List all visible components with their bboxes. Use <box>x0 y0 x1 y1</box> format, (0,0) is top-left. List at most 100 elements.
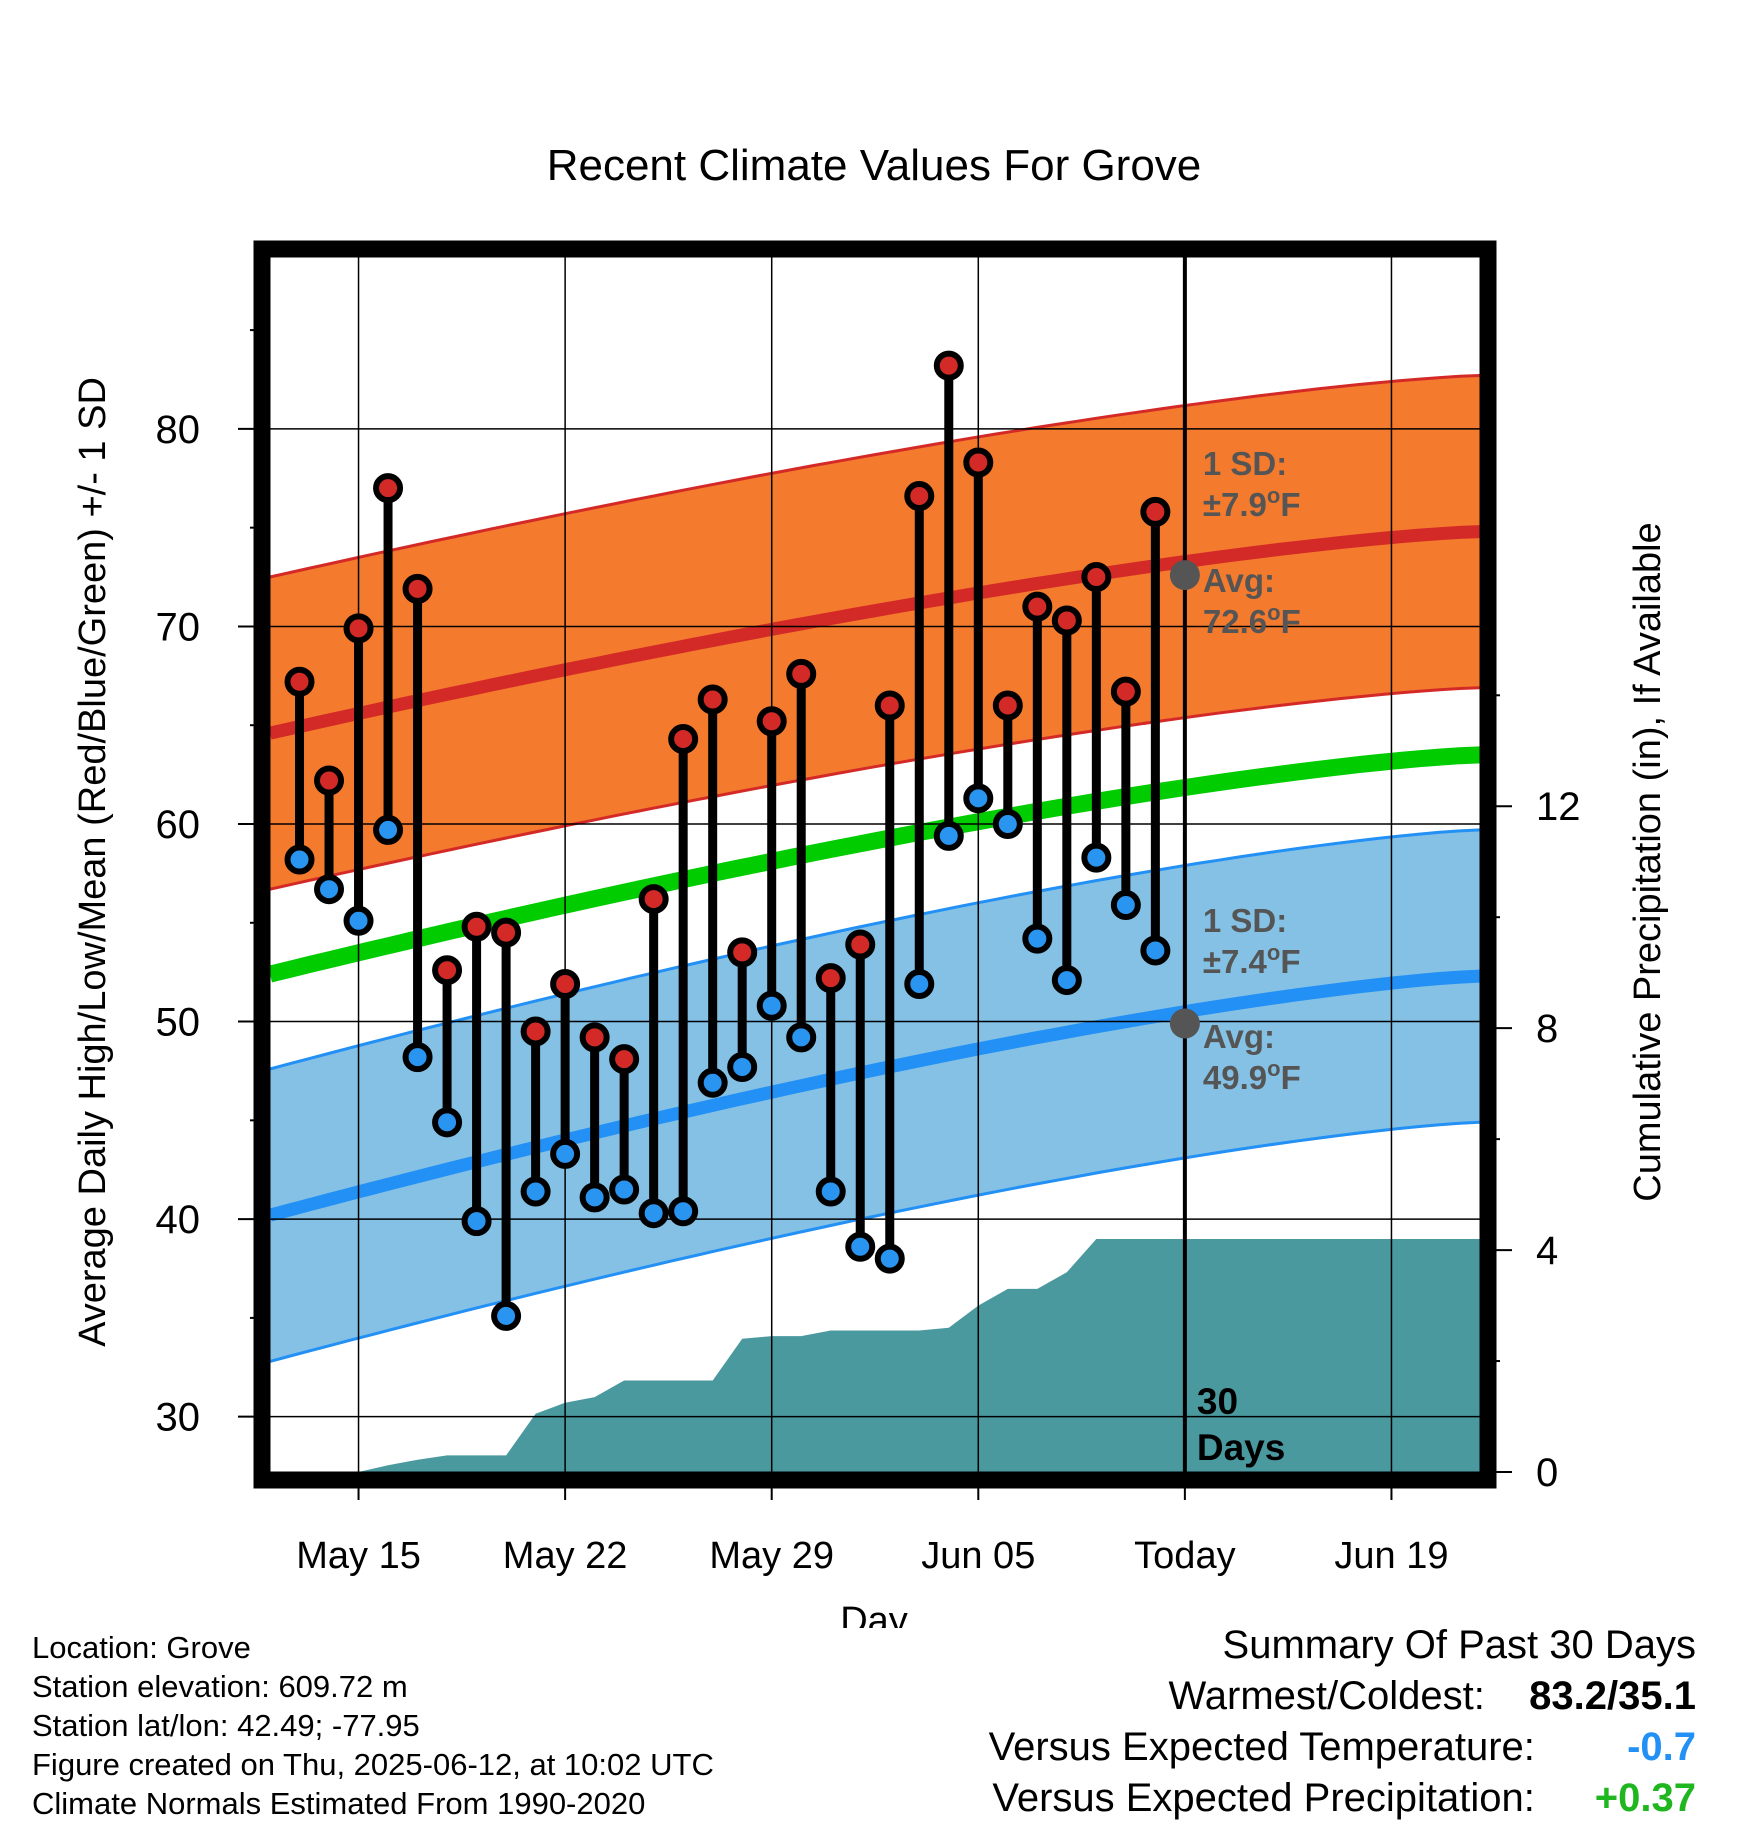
summary-precip: Versus Expected Precipitation: +0.37 <box>989 1773 1696 1824</box>
daily-high-point <box>786 658 817 689</box>
daily-high-point <box>314 765 345 796</box>
daily-low-point <box>579 1182 610 1213</box>
x-tick-label: May 29 <box>709 1535 834 1577</box>
high-avg-value: 72.6oF <box>1203 600 1301 640</box>
period-label-number: 30 <box>1197 1381 1238 1422</box>
y-axis-label: Average Daily High/Low/Mean (Red/Blue/Gr… <box>72 377 114 1347</box>
daily-high-point <box>1022 591 1053 622</box>
temp-label: Versus Expected Temperature: <box>988 1725 1535 1769</box>
daily-low-point <box>756 990 787 1021</box>
daily-high-point <box>579 1022 610 1053</box>
daily-low-point <box>550 1138 581 1169</box>
plot-frame <box>253 240 1497 1489</box>
low-sd-label: 1 SD: <box>1203 902 1287 939</box>
high-avg-label: Avg: <box>1203 562 1275 599</box>
daily-low-point <box>786 1022 817 1053</box>
y-tick-label: 50 <box>156 1001 201 1045</box>
daily-high-point <box>432 955 463 986</box>
daily-high-point <box>904 481 935 512</box>
low-avg-label: Avg: <box>1203 1018 1275 1055</box>
latlon-text: Station lat/lon: 42.49; -77.95 <box>32 1708 420 1743</box>
x-tick-label: Today <box>1134 1535 1235 1577</box>
x-tick-label: Jun 05 <box>921 1535 1035 1577</box>
daily-high-point <box>520 1016 551 1047</box>
low-sd-band-lower-edge <box>269 1120 1481 1363</box>
daily-high-point <box>1140 496 1171 527</box>
high-sd-label: 1 SD: <box>1203 445 1287 482</box>
high-sd-value: ±7.9oF <box>1203 483 1301 523</box>
daily-low-point <box>638 1198 669 1229</box>
daily-high-point <box>1081 562 1112 593</box>
daily-low-point <box>491 1300 522 1331</box>
normal-high-line <box>268 525 1481 740</box>
daily-low-point <box>461 1206 492 1237</box>
daily-low-point <box>520 1176 551 1207</box>
daily-low-point <box>1140 935 1171 966</box>
y2-tick-label: 4 <box>1536 1229 1558 1273</box>
daily-high-point <box>550 969 581 1000</box>
y2-axis-label: Cumulative Precipitation (in), If Availa… <box>1627 522 1669 1201</box>
daily-low-point <box>609 1174 640 1205</box>
normals-text: Climate Normals Estimated From 1990-2020 <box>32 1786 646 1821</box>
precip-value: +0.37 <box>1594 1776 1696 1820</box>
warm-cold-value: 83.2/35.1 <box>1529 1674 1696 1718</box>
high-sd-band <box>270 375 1480 890</box>
daily-low-point <box>314 874 345 905</box>
daily-high-point <box>874 690 905 721</box>
normal-low-line <box>268 969 1481 1222</box>
low-sd-band-upper-edge <box>269 828 1481 1071</box>
daily-high-point <box>668 724 699 755</box>
daily-high-point <box>491 917 522 948</box>
summary-temp: Versus Expected Temperature: -0.7 <box>989 1722 1696 1773</box>
high-sd-band-lower-edge <box>269 686 1481 891</box>
high-sd-band-upper-edge <box>269 374 1481 579</box>
daily-high-point <box>373 473 404 504</box>
daily-high-point <box>402 573 433 604</box>
x-tick-label: May 22 <box>503 1535 628 1577</box>
daily-low-point <box>1051 965 1082 996</box>
warm-cold-label: Warmest/Coldest: <box>1168 1674 1485 1718</box>
y2-tick-label: 0 <box>1536 1451 1558 1495</box>
daily-high-point <box>815 963 846 994</box>
daily-high-point <box>1051 605 1082 636</box>
temp-value: -0.7 <box>1627 1725 1696 1769</box>
low-sd-value: ±7.4oF <box>1203 940 1301 980</box>
daily-low-point <box>933 820 964 851</box>
daily-high-point <box>727 937 758 968</box>
daily-low-point <box>402 1042 433 1073</box>
daily-low-point <box>904 969 935 1000</box>
y-tick-label: 30 <box>156 1396 201 1440</box>
daily-high-point <box>697 684 728 715</box>
low-sd-band <box>270 829 1480 1362</box>
y2-tick-label: 12 <box>1536 785 1581 829</box>
daily-high-point <box>1110 676 1141 707</box>
precip-label: Versus Expected Precipitation: <box>992 1776 1535 1820</box>
daily-low-point <box>963 783 994 814</box>
daily-low-point <box>845 1231 876 1262</box>
daily-low-point <box>992 809 1023 839</box>
daily-high-point <box>756 706 787 737</box>
x-axis-label: Day <box>840 1600 908 1628</box>
y-tick-label: 40 <box>156 1198 201 1242</box>
summary-title: Summary Of Past 30 Days <box>1222 1623 1696 1667</box>
created-text: Figure created on Thu, 2025-06-12, at 10… <box>32 1747 714 1782</box>
daily-high-point <box>284 666 315 697</box>
summary-panel: Summary Of Past 30 Days Warmest/Coldest:… <box>989 1620 1696 1824</box>
daily-low-point <box>697 1067 728 1098</box>
daily-high-point <box>638 884 669 915</box>
daily-low-point <box>1110 890 1141 920</box>
climate-chart: Recent Climate Values For Grove 1 SD:±7.… <box>72 141 1669 1628</box>
daily-low-point <box>1081 842 1112 873</box>
daily-high-point <box>933 350 964 381</box>
daily-low-point <box>1022 923 1053 954</box>
y-tick-label: 70 <box>156 605 201 649</box>
location-text: Location: Grove <box>32 1630 251 1665</box>
daily-low-point <box>373 814 404 845</box>
daily-low-point <box>815 1176 846 1207</box>
daily-low-point <box>727 1052 758 1082</box>
daily-high-point <box>609 1044 640 1075</box>
x-tick-label: May 15 <box>296 1535 421 1577</box>
y2-tick-label: 8 <box>1536 1007 1558 1051</box>
daily-high-point <box>992 690 1023 721</box>
daily-low-point <box>343 905 374 936</box>
